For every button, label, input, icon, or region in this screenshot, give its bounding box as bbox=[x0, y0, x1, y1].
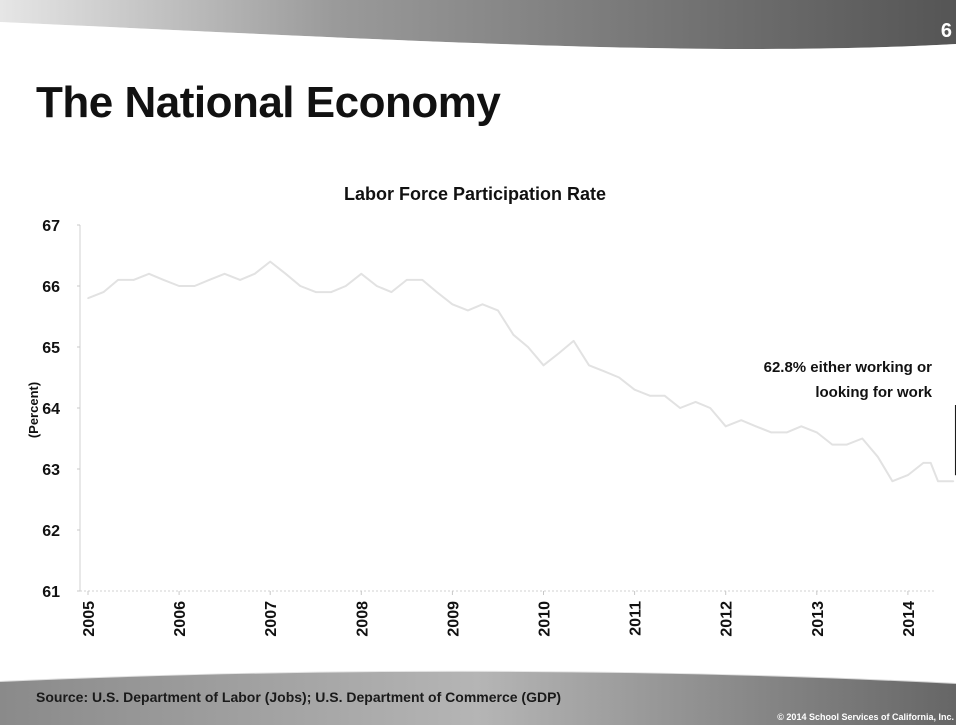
data-point bbox=[208, 279, 210, 281]
x-tick-label: 2013 bbox=[810, 601, 827, 637]
data-point bbox=[360, 273, 363, 275]
data-point bbox=[709, 407, 711, 409]
x-tick-label: 2014 bbox=[901, 601, 918, 637]
data-point bbox=[299, 285, 302, 287]
data-point bbox=[558, 352, 560, 354]
data-point bbox=[770, 431, 773, 434]
data-point bbox=[542, 364, 545, 367]
data-point bbox=[178, 285, 180, 287]
data-point bbox=[421, 279, 424, 281]
y-tick-label: 65 bbox=[42, 340, 60, 357]
x-tick-label: 2006 bbox=[172, 601, 189, 637]
data-point bbox=[451, 303, 454, 306]
data-point bbox=[223, 273, 226, 275]
data-point bbox=[831, 443, 834, 446]
data-point bbox=[376, 285, 378, 287]
data-point bbox=[740, 419, 742, 422]
series-layer bbox=[87, 260, 955, 483]
data-point bbox=[679, 407, 681, 409]
data-point bbox=[481, 303, 484, 306]
axis-layer: 61 62 63 64 65 66 67 2005 2006 2007 2008 2009 2010 20… bbox=[42, 218, 934, 637]
data-point bbox=[633, 388, 636, 391]
data-point bbox=[572, 340, 575, 342]
data-point bbox=[588, 364, 590, 367]
data-point bbox=[132, 279, 135, 281]
data-point bbox=[755, 425, 757, 428]
data-point bbox=[253, 273, 256, 275]
data-point bbox=[390, 291, 393, 293]
x-tick-label: 2012 bbox=[719, 601, 736, 637]
data-point bbox=[877, 456, 879, 458]
y-tick-label: 66 bbox=[42, 279, 60, 296]
y-tick-label: 64 bbox=[42, 401, 60, 418]
data-point bbox=[527, 346, 529, 348]
y-axis-label: (Percent) bbox=[26, 382, 41, 438]
y-tick-label: 62 bbox=[42, 523, 60, 540]
annotation-line-1: 62.8% either working or bbox=[764, 359, 933, 376]
data-point bbox=[618, 376, 620, 379]
data-point bbox=[952, 480, 955, 483]
slide-number: 6 bbox=[940, 20, 952, 42]
data-point bbox=[663, 395, 666, 397]
data-point bbox=[330, 291, 333, 293]
footer-band bbox=[0, 669, 956, 725]
data-point bbox=[891, 480, 894, 483]
data-point bbox=[497, 309, 499, 312]
data-point bbox=[929, 462, 932, 464]
source-note: Source: U.S. Department of Labor (Jobs);… bbox=[36, 689, 562, 705]
x-tick-label: 2011 bbox=[628, 601, 645, 636]
data-point bbox=[724, 425, 727, 428]
data-point bbox=[406, 279, 408, 281]
data-point bbox=[649, 395, 651, 397]
data-point bbox=[816, 431, 818, 434]
y-tick-label: 67 bbox=[42, 218, 60, 235]
data-point bbox=[603, 370, 606, 373]
x-tick-label: 2007 bbox=[263, 601, 280, 637]
slide-title: The National Economy bbox=[36, 78, 501, 127]
annotation-line-2: looking for work bbox=[815, 384, 932, 401]
copyright-note: © 2014 School Services of California, In… bbox=[777, 712, 954, 722]
data-point bbox=[162, 279, 165, 281]
x-tick-label: 2010 bbox=[537, 601, 554, 637]
data-point bbox=[148, 273, 150, 275]
x-tick-label: 2008 bbox=[354, 601, 371, 637]
data-point bbox=[269, 260, 272, 263]
data-point bbox=[800, 425, 803, 428]
data-point bbox=[694, 401, 697, 403]
data-point bbox=[345, 285, 347, 287]
x-tick-label: 2009 bbox=[445, 601, 462, 637]
header-band bbox=[0, 0, 956, 54]
chart-title: Labor Force Participation Rate bbox=[344, 184, 606, 204]
data-point bbox=[315, 291, 317, 293]
data-point bbox=[436, 291, 438, 293]
y-tick-label: 61 bbox=[42, 584, 60, 601]
data-point bbox=[193, 285, 196, 287]
data-point bbox=[907, 474, 909, 476]
data-point bbox=[861, 437, 864, 440]
data-point bbox=[102, 291, 105, 293]
data-point bbox=[239, 279, 241, 281]
data-point bbox=[467, 309, 469, 312]
data-point bbox=[846, 443, 848, 446]
annotation-layer: 62.8% either working or looking for work bbox=[764, 359, 956, 476]
data-point bbox=[117, 279, 119, 281]
labor-force-chart: Labor Force Participation Rate (Percent)… bbox=[26, 184, 956, 637]
data-point bbox=[87, 297, 89, 300]
y-tick-label: 63 bbox=[42, 462, 60, 479]
data-point bbox=[512, 334, 515, 336]
data-point bbox=[937, 480, 939, 483]
x-tick-label: 2005 bbox=[81, 601, 98, 637]
data-point bbox=[785, 431, 788, 434]
data-point bbox=[284, 273, 287, 275]
data-point bbox=[922, 462, 925, 464]
